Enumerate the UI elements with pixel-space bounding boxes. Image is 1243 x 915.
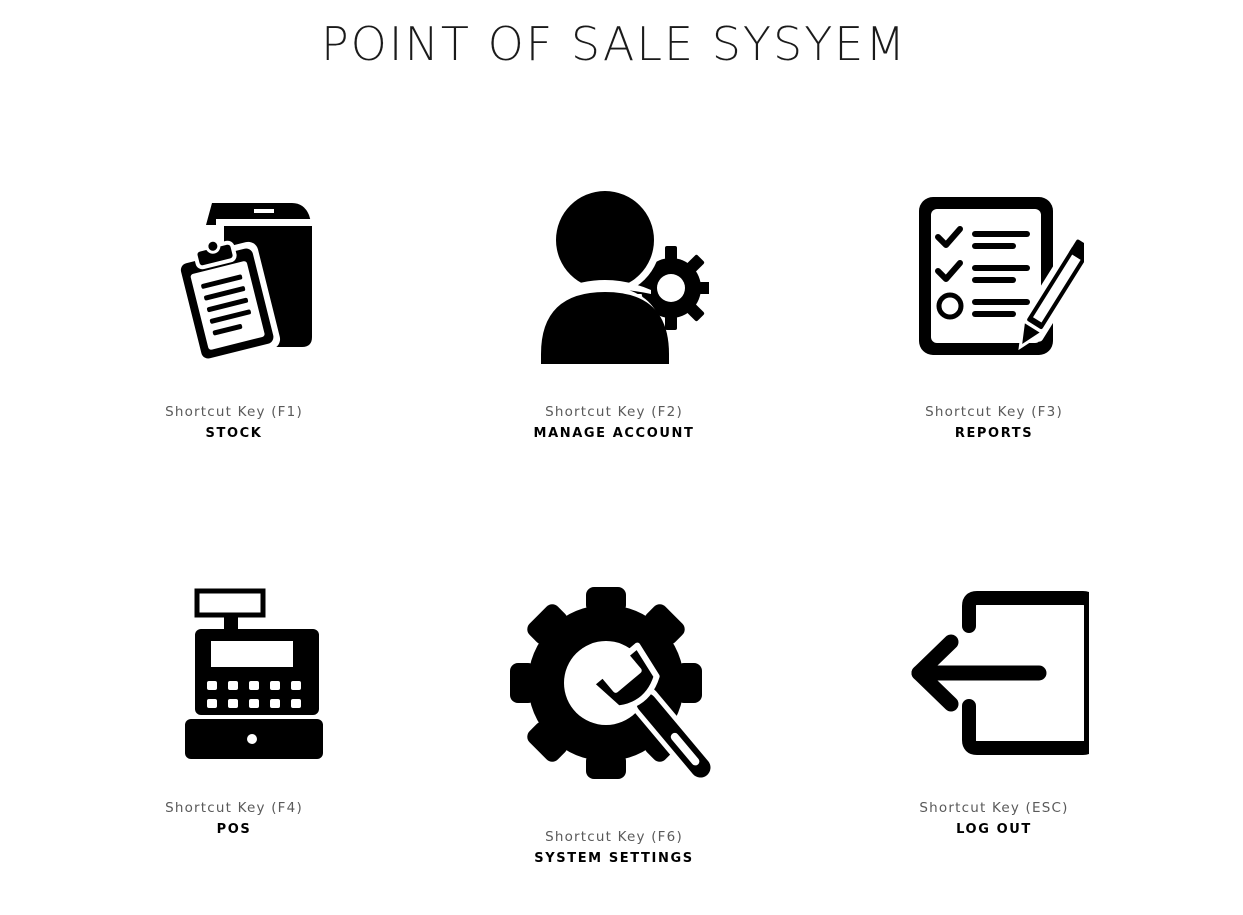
tile-label: REPORTS <box>954 426 1034 441</box>
checklist-pencil-icon <box>919 197 1084 355</box>
tile-label: LOG OUT <box>956 822 1032 837</box>
shortcut-hint: Shortcut Key (F3) <box>925 404 1063 420</box>
shortcut-hint: Shortcut Key (F4) <box>165 800 303 816</box>
pos-tile[interactable]: Shortcut Key (F4) POS <box>104 580 364 850</box>
tile-label: MANAGE ACCOUNT <box>533 426 695 441</box>
page-title: POINT OF SALE SYSYEM <box>320 17 908 71</box>
shortcut-hint: Shortcut Key (F1) <box>165 404 303 420</box>
logout-arrow-icon <box>911 591 1089 755</box>
shortcut-hint: Shortcut Key (ESC) <box>919 800 1069 816</box>
tile-label: SYSTEM SETTINGS <box>534 851 694 866</box>
user-gear-icon <box>535 190 709 366</box>
log-out-tile[interactable]: Shortcut Key (ESC) LOG OUT <box>864 580 1124 850</box>
gear-wrench-icon <box>510 587 717 784</box>
shortcut-hint: Shortcut Key (F6) <box>545 829 683 845</box>
stock-box-clipboard-icon <box>174 203 312 366</box>
manage-account-tile[interactable]: Shortcut Key (F2) MANAGE ACCOUNT <box>484 180 744 450</box>
stock-tile[interactable]: Shortcut Key (F1) STOCK <box>104 180 364 450</box>
tile-label: POS <box>216 822 252 837</box>
reports-tile[interactable]: Shortcut Key (F3) REPORTS <box>864 180 1124 450</box>
cash-register-icon <box>185 588 323 759</box>
shortcut-hint: Shortcut Key (F2) <box>545 404 683 420</box>
tile-label: STOCK <box>205 426 263 441</box>
system-settings-tile[interactable]: Shortcut Key (F6) SYSTEM SETTINGS <box>484 580 744 875</box>
